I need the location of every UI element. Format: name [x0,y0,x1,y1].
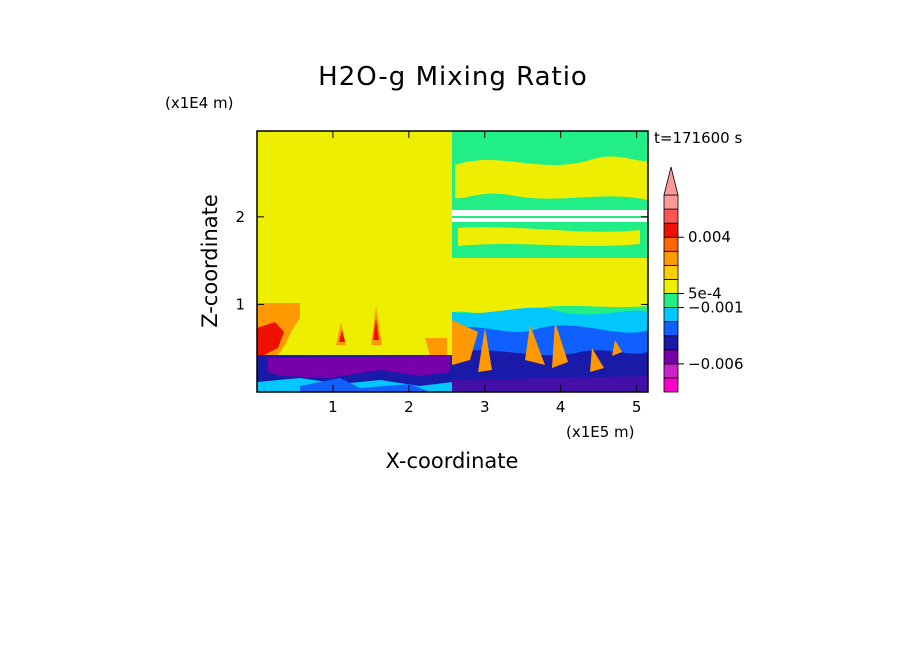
colorbar-swatch [663,363,679,379]
colorbar-swatch [663,321,679,337]
right-orange-plume-3 [525,325,545,365]
plume-red-1 [339,330,345,342]
x-tick-label: 2 [404,398,414,416]
colorbar-swatch [663,250,679,266]
right-orange-plume-6 [612,340,622,356]
x-scale-label: (x1E5 m) [566,423,635,441]
x-tick-label: 1 [328,398,338,416]
x-tick-label: 4 [556,398,566,416]
colorbar-label: −0.006 [688,355,744,373]
x-axis-label: X-coordinate [386,449,519,473]
y-axis-label: Z-coordinate [198,194,222,328]
right-orange-plume-1 [452,320,478,365]
colorbar-swatch [663,349,679,365]
y-axis: 12 [235,208,648,313]
colorbar-swatch [663,279,679,294]
colorbar-extension [663,166,679,196]
right-lower-yellow-band [452,258,648,315]
colorbar-swatch [663,236,679,252]
right-purple-ground-region [452,376,648,392]
left-red-region [257,322,284,356]
right-orange-plume-4 [552,322,568,368]
left-right-orange-region [425,338,447,358]
x-tick-label: 5 [632,398,642,416]
colorbar-swatch [663,293,679,308]
x-tick-label: 3 [480,398,490,416]
contour-field [257,131,648,392]
colorbar-swatch [663,335,679,351]
colorbar-swatch [663,194,679,210]
x-axis: 1 2 3 4 5 [328,131,641,416]
colorbar-swatch [663,377,679,393]
right-upper-yellow-band [455,156,648,200]
colorbar-swatch [663,264,679,280]
right-white-stripe [452,210,648,216]
plot-frame [256,130,649,393]
right-mid-yellow-band [458,227,640,246]
right-white-stripe-2 [452,218,648,222]
colorbar-swatch [663,307,679,323]
colorbar-swatch [663,222,679,238]
right-orange-plume-5 [590,348,604,372]
plume-red-2 [373,318,379,340]
chart-title: H2O-g Mixing Ratio [318,62,588,92]
colorbar: 0.004 5e-4−0.001 −0.006 [663,166,744,393]
time-label: t=171600 s [654,129,742,147]
colorbar-label: 0.004 [688,228,731,246]
y-scale-label: (x1E4 m) [165,94,234,112]
left-background-region [257,131,452,392]
y-tick-label: 2 [235,208,245,226]
colorbar-label: −0.001 [688,299,744,317]
colorbar-label: 5e-4 [688,285,722,303]
left-purple-band [268,356,450,378]
y-tick-label: 1 [235,295,245,313]
colorbar-swatch [663,208,679,224]
right-orange-plume-2 [478,328,492,372]
